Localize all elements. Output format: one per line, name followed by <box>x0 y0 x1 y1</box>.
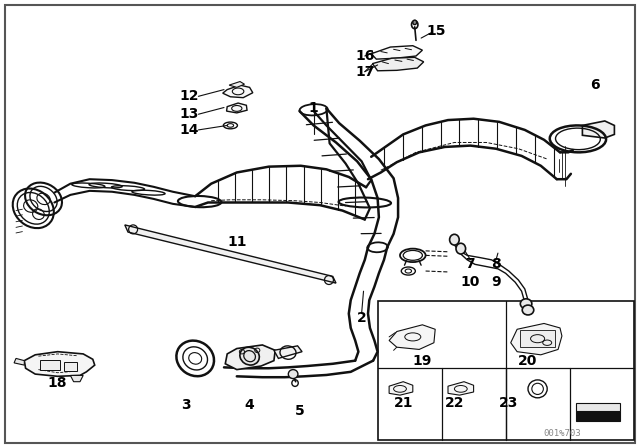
Polygon shape <box>371 46 422 59</box>
Text: 5: 5 <box>294 404 305 418</box>
Ellipse shape <box>240 347 259 365</box>
Text: 11: 11 <box>227 235 246 249</box>
Polygon shape <box>448 382 474 395</box>
Text: 9: 9 <box>491 275 501 289</box>
Text: 7: 7 <box>465 257 476 271</box>
Polygon shape <box>227 103 247 113</box>
Polygon shape <box>389 325 435 349</box>
Ellipse shape <box>449 234 460 245</box>
FancyBboxPatch shape <box>576 403 620 411</box>
Ellipse shape <box>522 305 534 315</box>
Polygon shape <box>511 323 562 355</box>
Text: 19: 19 <box>413 353 432 368</box>
Text: 13: 13 <box>179 107 198 121</box>
Text: 21: 21 <box>394 396 413 410</box>
Text: 18: 18 <box>48 376 67 390</box>
Ellipse shape <box>520 299 532 309</box>
Text: 8: 8 <box>491 257 501 271</box>
Polygon shape <box>70 375 83 382</box>
Text: 23: 23 <box>499 396 518 410</box>
Polygon shape <box>582 121 614 138</box>
Polygon shape <box>14 358 24 365</box>
Text: 2: 2 <box>356 311 367 325</box>
FancyBboxPatch shape <box>520 330 555 347</box>
Text: 12: 12 <box>179 89 198 103</box>
Text: 20: 20 <box>518 353 538 368</box>
Text: 4: 4 <box>244 398 255 413</box>
Text: 6: 6 <box>590 78 600 92</box>
Polygon shape <box>274 346 302 358</box>
Polygon shape <box>223 85 253 98</box>
Polygon shape <box>229 82 244 87</box>
FancyBboxPatch shape <box>64 362 77 371</box>
Polygon shape <box>225 345 275 370</box>
Text: 17: 17 <box>355 65 374 79</box>
Polygon shape <box>389 382 413 395</box>
Polygon shape <box>372 57 424 71</box>
Text: 3: 3 <box>180 398 191 413</box>
Polygon shape <box>24 352 95 376</box>
Text: 10: 10 <box>461 275 480 289</box>
Text: 16: 16 <box>355 49 374 63</box>
Ellipse shape <box>456 243 466 254</box>
Ellipse shape <box>413 20 417 25</box>
FancyBboxPatch shape <box>576 411 620 421</box>
Text: 14: 14 <box>179 123 198 137</box>
FancyBboxPatch shape <box>40 360 60 370</box>
Text: 22: 22 <box>445 396 464 410</box>
Polygon shape <box>125 225 336 283</box>
Text: 001%703: 001%703 <box>543 429 580 438</box>
Text: 15: 15 <box>427 24 446 39</box>
Ellipse shape <box>288 370 298 379</box>
Text: 1: 1 <box>308 100 319 115</box>
